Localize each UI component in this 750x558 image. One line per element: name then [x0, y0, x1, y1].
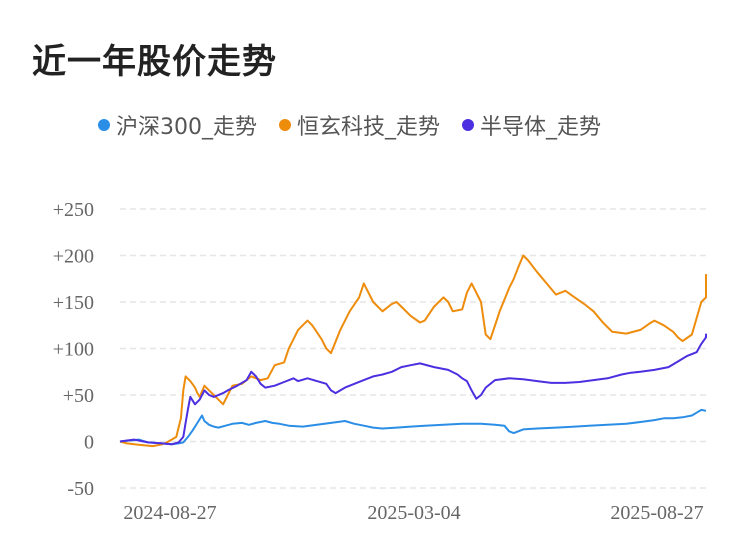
x-tick-label: 2024-08-27 — [123, 502, 216, 524]
legend-label-hengxuan: 恒玄科技_走势 — [297, 115, 441, 140]
series-lines — [119, 254, 707, 448]
series-line-2 — [119, 333, 707, 446]
series-line-1 — [119, 254, 707, 448]
legend-label-semiconductor: 半导体_走势 — [480, 115, 602, 140]
legend-item-hengxuan[interactable]: 恒玄科技_走势 — [279, 109, 440, 141]
legend-item-semiconductor[interactable]: 半导体_走势 — [462, 109, 601, 141]
chart-legend: 沪深300_走势 恒玄科技_走势 半导体_走势 — [98, 110, 623, 140]
y-tick-label: +250 — [53, 199, 94, 221]
y-tick-label: +150 — [53, 292, 94, 314]
grid-lines — [120, 208, 706, 489]
chart-title: 近一年股价走势 — [32, 42, 277, 82]
legend-item-hs300[interactable]: 沪深300_走势 — [98, 109, 257, 141]
x-tick-label: 2025-03-04 — [367, 502, 460, 524]
series-line-0 — [119, 408, 707, 446]
legend-dot-hengxuan — [279, 119, 291, 131]
y-tick-label: 0 — [84, 432, 94, 454]
y-tick-label: +100 — [53, 339, 94, 361]
y-axis-ticks: +250 +200 +150 +100 +50 0 -50 — [53, 199, 94, 500]
x-axis-ticks: 2024-08-27 2025-03-04 2025-08-27 — [123, 502, 703, 524]
legend-dot-semiconductor — [462, 119, 475, 131]
legend-label-hs300: 沪深300_走势 — [116, 115, 257, 140]
y-tick-label: +50 — [63, 385, 94, 407]
legend-dot-hs300 — [98, 119, 110, 131]
y-tick-label: +200 — [53, 246, 94, 268]
x-tick-label: 2025-08-27 — [610, 502, 703, 524]
y-tick-label: -50 — [67, 478, 94, 500]
